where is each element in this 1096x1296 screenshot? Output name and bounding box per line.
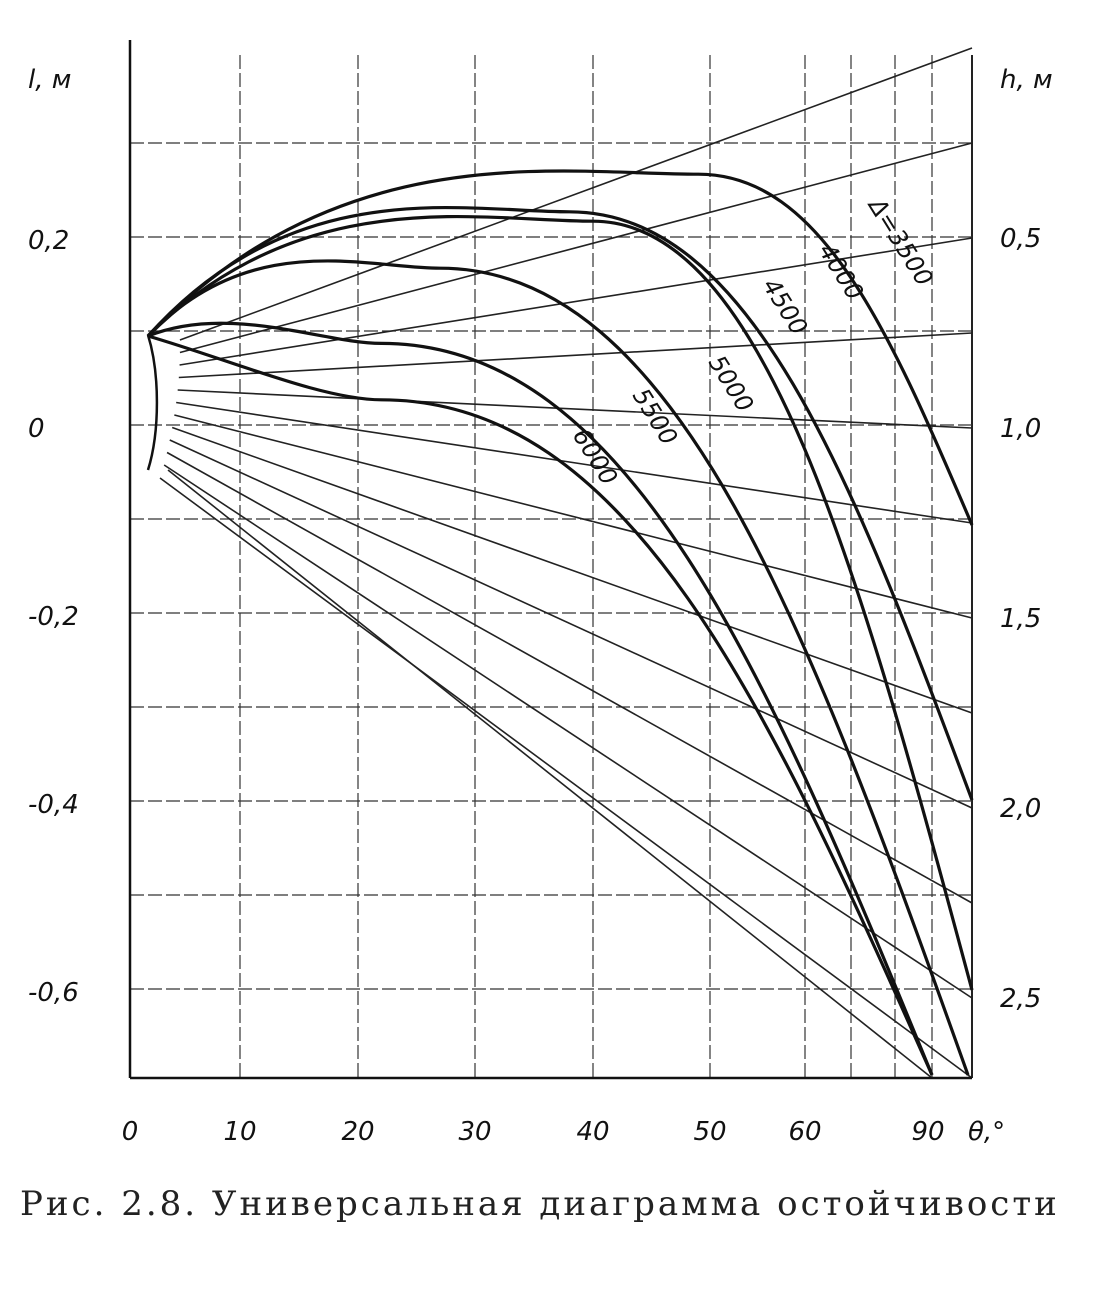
radial-h-line [179, 142, 973, 354]
curve-label-5000: 5000 [703, 350, 759, 417]
radial-h-line [169, 439, 973, 809]
figure-caption: Рис. 2.8. Универсальная диаграмма остойч… [20, 1184, 1060, 1224]
grid [129, 55, 973, 1078]
origin-arc [146, 334, 159, 471]
radial-h-line [163, 464, 973, 999]
right-tick-label: 2,5 [1000, 984, 1041, 1014]
left-tick-label: -0,4 [28, 790, 79, 820]
x-tick-label: 50 [693, 1117, 726, 1147]
stability-curve-4500 [146, 214, 974, 991]
curve-label-3500: Δ=3500 [862, 192, 939, 291]
x-tick-label: 90 [911, 1117, 944, 1147]
x-tick-label: 20 [341, 1117, 374, 1147]
axes: 0,2 0 -0,2 -0,4 -0,6 0,5 1,0 1,5 2,0 2,5 0 10 20 30 40… [28, 40, 1041, 1147]
left-axis-title: l, м [28, 65, 71, 95]
stability-curve-4000 [146, 205, 974, 801]
radial-h-line [159, 477, 973, 1079]
stability-curves [146, 169, 974, 1076]
left-tick-label: -0,2 [28, 602, 79, 632]
radial-h-line [174, 414, 973, 619]
radial-h-line [176, 401, 973, 524]
radial-h-line [178, 332, 973, 379]
left-tick-label: -0,6 [28, 978, 79, 1008]
right-tick-label: 1,0 [1000, 414, 1041, 444]
stability-curve-5500 [147, 321, 934, 1076]
radial-h-line [177, 389, 973, 429]
radial-h-line [166, 451, 973, 904]
left-tick-label: 0,2 [28, 226, 69, 256]
curve-label-6000: 6000 [567, 423, 623, 490]
radial-h-line [167, 469, 933, 1079]
radial-h-line [179, 47, 973, 341]
right-tick-label: 0,5 [1000, 224, 1041, 254]
left-tick-label: 0 [28, 414, 45, 444]
x-tick-label: 40 [576, 1117, 609, 1147]
stability-curve-6000 [147, 334, 934, 1076]
x-axis-title: θ,° [968, 1117, 1005, 1147]
x-tick-label: 10 [223, 1117, 256, 1147]
stability-diagram: 0,2 0 -0,2 -0,4 -0,6 0,5 1,0 1,5 2,0 2,5 0 10 20 30 40… [28, 40, 1053, 1147]
radial-h-line [171, 426, 973, 714]
radial-lines [159, 47, 973, 1079]
right-axis-title: h, м [1000, 65, 1053, 95]
x-tick-label: 60 [788, 1117, 821, 1147]
x-tick-label: 30 [458, 1117, 491, 1147]
right-tick-label: 1,5 [1000, 604, 1041, 634]
stability-curve-3500 [146, 169, 974, 526]
curve-label-4000: 4000 [813, 238, 869, 305]
radial-h-line [179, 237, 973, 366]
x-tick-label: 0 [122, 1117, 139, 1147]
curve-label-5500: 5500 [627, 383, 683, 450]
right-tick-label: 2,0 [1000, 794, 1041, 824]
stability-curve-5000 [146, 259, 970, 1076]
